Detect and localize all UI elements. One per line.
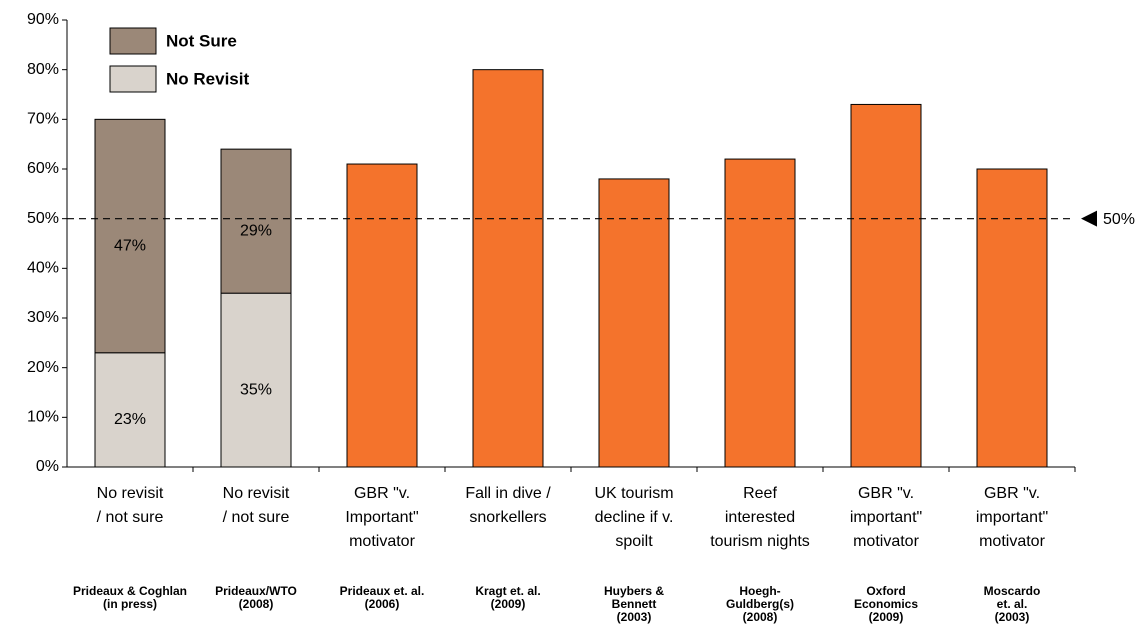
legend-swatch xyxy=(109,65,157,93)
source-label: Prideaux et. al. xyxy=(340,584,425,598)
x-tick-label: motivator xyxy=(349,533,415,550)
y-tick-label: 10% xyxy=(27,409,59,426)
x-tick-label: / not sure xyxy=(97,509,164,526)
bar-segment xyxy=(220,292,292,468)
source-label: Economics xyxy=(854,597,918,611)
source-label: et. al. xyxy=(997,597,1028,611)
x-tick-label: important" xyxy=(976,509,1048,526)
x-tick-label: decline if v. xyxy=(595,509,674,526)
bar-segment xyxy=(94,118,166,354)
y-tick-label: 30% xyxy=(27,309,59,326)
y-tick-label: 0% xyxy=(36,458,59,475)
x-tick-label: motivator xyxy=(979,533,1045,550)
x-tick-label: GBR "v. xyxy=(984,485,1040,502)
y-tick-label: 80% xyxy=(27,61,59,78)
reference-marker xyxy=(1081,210,1097,227)
x-tick-label: Important" xyxy=(345,509,418,526)
value-label: 47% xyxy=(114,237,146,254)
source-label: (2009) xyxy=(869,610,904,624)
source-label: Prideaux & Coghlan xyxy=(73,584,187,598)
y-tick-label: 90% xyxy=(27,11,59,28)
x-tick-label: GBR "v. xyxy=(354,485,410,502)
legend-label: No Revisit xyxy=(166,69,249,88)
source-label: (2009) xyxy=(491,597,526,611)
x-tick-label: GBR "v. xyxy=(858,485,914,502)
source-label: Bennett xyxy=(612,597,657,611)
source-label: Hoegh- xyxy=(739,584,780,598)
bar xyxy=(598,178,670,468)
value-label: 29% xyxy=(240,222,272,239)
source-label: Kragt et. al. xyxy=(475,584,540,598)
source-label: (2008) xyxy=(239,597,274,611)
source-label: (2003) xyxy=(995,610,1030,624)
legend-swatch xyxy=(109,27,157,55)
value-label: 23% xyxy=(114,411,146,428)
x-tick-label: Fall in dive / xyxy=(465,485,551,502)
y-tick-label: 60% xyxy=(27,160,59,177)
y-tick-label: 50% xyxy=(27,210,59,227)
bar xyxy=(472,69,544,468)
source-label: (in press) xyxy=(103,597,157,611)
x-tick-label: Reef xyxy=(743,485,777,502)
bar-segment xyxy=(94,352,166,468)
source-label: Moscardo xyxy=(984,584,1041,598)
x-tick-label: motivator xyxy=(853,533,919,550)
source-label: Oxford xyxy=(866,584,905,598)
x-tick-label: No revisit xyxy=(223,485,290,502)
bar xyxy=(976,168,1048,468)
x-tick-label: interested xyxy=(725,509,795,526)
reference-label: 50% xyxy=(1103,211,1135,228)
x-tick-label: tourism nights xyxy=(710,533,810,550)
source-label: (2006) xyxy=(365,597,400,611)
bar xyxy=(724,158,796,468)
value-label: 35% xyxy=(240,381,272,398)
y-tick-label: 70% xyxy=(27,111,59,128)
legend-label: Not Sure xyxy=(166,31,237,50)
x-tick-label: important" xyxy=(850,509,922,526)
bar xyxy=(346,163,418,468)
source-label: (2008) xyxy=(743,610,778,624)
source-label: (2003) xyxy=(617,610,652,624)
source-label: Prideaux/WTO xyxy=(215,584,297,598)
x-tick-label: spoilt xyxy=(615,533,653,550)
bar-segment xyxy=(220,148,292,294)
y-tick-label: 40% xyxy=(27,260,59,277)
x-tick-label: / not sure xyxy=(223,509,290,526)
source-label: Guldberg(s) xyxy=(726,597,794,611)
bar xyxy=(850,103,922,468)
x-tick-label: No revisit xyxy=(97,485,164,502)
x-tick-label: snorkellers xyxy=(469,509,546,526)
source-label: Huybers & xyxy=(604,584,664,598)
y-tick-label: 20% xyxy=(27,359,59,376)
x-tick-label: UK tourism xyxy=(594,485,673,502)
